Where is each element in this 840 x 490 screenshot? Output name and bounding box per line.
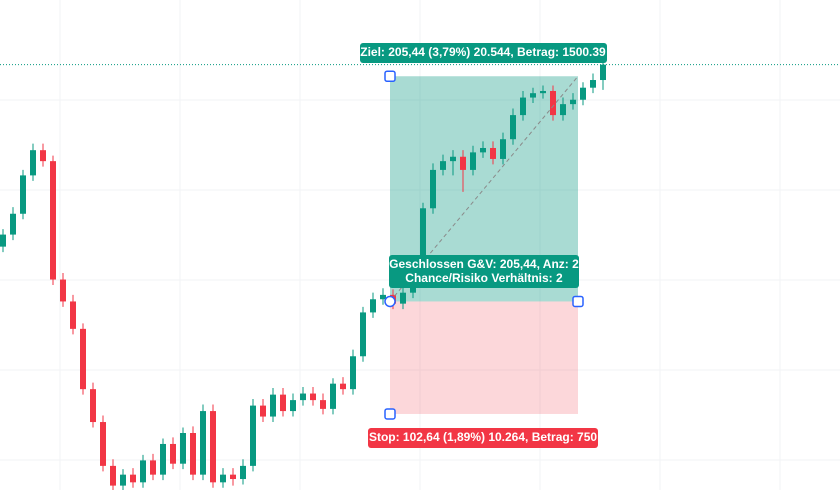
candle-body bbox=[460, 156, 466, 170]
candle-body bbox=[500, 139, 506, 159]
candle-body bbox=[100, 422, 106, 466]
candle-body bbox=[230, 474, 236, 480]
candle-body bbox=[580, 87, 586, 100]
candle-body bbox=[0, 234, 6, 247]
candle-body bbox=[600, 64, 606, 81]
candle-body bbox=[380, 294, 386, 300]
candle-body bbox=[360, 312, 366, 357]
candle-body bbox=[280, 394, 286, 412]
candle-body bbox=[310, 393, 316, 401]
candle-body bbox=[30, 150, 36, 176]
candle-body bbox=[420, 208, 426, 280]
candle-body bbox=[300, 393, 306, 401]
candle-body bbox=[180, 432, 186, 464]
candle-body bbox=[530, 93, 536, 98]
candle-body bbox=[560, 104, 566, 116]
closed-label-box bbox=[389, 255, 579, 288]
candle-body bbox=[510, 115, 516, 140]
candle-body bbox=[490, 147, 496, 159]
handle bbox=[384, 70, 396, 83]
candle-body bbox=[10, 213, 16, 235]
candle-body bbox=[50, 161, 56, 280]
candle-body bbox=[450, 156, 456, 162]
handle bbox=[384, 408, 396, 420]
candle-body bbox=[320, 400, 326, 409]
candle-body bbox=[80, 328, 86, 390]
candle-body bbox=[400, 292, 406, 304]
candle-body bbox=[480, 147, 486, 153]
candle-body bbox=[520, 97, 526, 116]
target-label: Ziel: 205,44 (3,79%) 20.544, Betrag: 150… bbox=[360, 45, 606, 59]
candle-body bbox=[160, 443, 166, 475]
target-label-box bbox=[360, 43, 607, 63]
candle-body bbox=[260, 405, 266, 417]
candle-body bbox=[350, 356, 356, 390]
candle-body bbox=[40, 150, 46, 162]
candle-body bbox=[440, 161, 446, 170]
stop-label: Stop: 102,64 (1,89%) 10.264, Betrag: 750 bbox=[369, 430, 597, 444]
closed-label: Geschlossen G&V: 205,44, Anz: 2 bbox=[389, 257, 579, 271]
candle-body bbox=[150, 460, 156, 475]
candle-body bbox=[240, 465, 246, 480]
candle-body bbox=[190, 432, 196, 475]
candle-body bbox=[430, 169, 436, 209]
stop-label-box bbox=[368, 428, 598, 448]
candle-body bbox=[370, 299, 376, 313]
candle-body bbox=[20, 175, 26, 214]
candle-body bbox=[140, 460, 146, 483]
candle-body bbox=[60, 279, 66, 302]
entry-handle bbox=[384, 295, 396, 308]
candle-body bbox=[210, 411, 216, 483]
candle-body bbox=[570, 99, 576, 105]
candle-body bbox=[290, 400, 296, 412]
candle-body bbox=[200, 411, 206, 475]
candle-body bbox=[120, 474, 126, 486]
candle-body bbox=[590, 80, 596, 88]
candle-body bbox=[540, 90, 546, 94]
candle-body bbox=[130, 474, 136, 483]
candle-body bbox=[270, 394, 276, 417]
candle-body bbox=[110, 465, 116, 486]
candle-body bbox=[220, 474, 226, 483]
candle-body bbox=[250, 405, 256, 466]
candle-body bbox=[70, 301, 76, 329]
candle-body bbox=[330, 383, 336, 409]
handle bbox=[572, 295, 584, 308]
candle-body bbox=[90, 389, 96, 423]
candle-body bbox=[550, 90, 556, 116]
candle-body bbox=[470, 152, 476, 170]
candle-body bbox=[340, 383, 346, 390]
ratio-label: Chance/Risiko Verhältnis: 2 bbox=[405, 271, 563, 285]
loss-zone bbox=[390, 301, 578, 414]
candle-body bbox=[170, 443, 176, 464]
